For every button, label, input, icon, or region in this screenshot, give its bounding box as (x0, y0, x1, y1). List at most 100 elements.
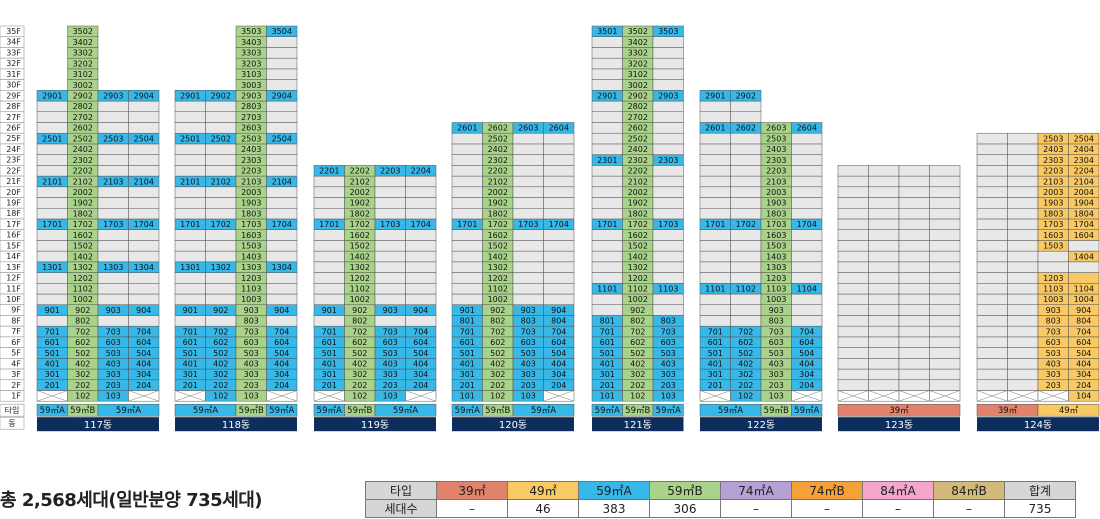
unit-cell (543, 143, 575, 155)
unit-cell (976, 207, 1008, 220)
unit-number: 603 (521, 338, 536, 347)
unit-cell (1007, 325, 1039, 338)
unit-number: 1203 (766, 274, 786, 283)
unit-cell (205, 240, 237, 252)
unit-cell (266, 79, 298, 91)
unit-cell (898, 218, 930, 230)
unit-number: 1303 (241, 263, 261, 272)
unit-number: 102 (630, 392, 645, 401)
unit-number: 2602 (736, 124, 756, 133)
unit-number: 803 (661, 317, 676, 326)
unit-cell (1007, 368, 1039, 381)
unit-number: 503 (661, 349, 676, 358)
unit-number: 504 (136, 349, 151, 358)
unit-cell (652, 68, 684, 80)
unit-number: 2903 (241, 92, 261, 101)
unit-cell (929, 229, 961, 241)
floor-label: 22F (6, 166, 21, 175)
unit-cell (266, 250, 298, 263)
unit-cell (868, 368, 900, 381)
floor-label: 3F (11, 370, 21, 379)
unit-number: 2402 (73, 145, 93, 154)
unit-cell (929, 368, 961, 381)
unit-cell (97, 100, 129, 113)
unit-cell (591, 240, 623, 252)
unit-cell (1007, 186, 1039, 198)
unit-number: 601 (45, 338, 60, 347)
summary-type-3: 59㎡B (649, 481, 721, 500)
unit-cell (205, 315, 237, 327)
floor-label: 11F (6, 284, 21, 293)
unit-number: 1402 (350, 252, 370, 261)
unit-number: 1702 (736, 220, 756, 229)
unit-number: 302 (630, 370, 645, 379)
unit-number: 201 (708, 381, 723, 390)
unit-number: 702 (213, 327, 228, 336)
unit-number: 1702 (211, 220, 231, 229)
unit-number: 301 (708, 370, 723, 379)
floor-label: 34F (6, 38, 21, 47)
pilotis-mark (898, 390, 930, 402)
unit-number: 2104 (1074, 177, 1094, 186)
unit-cell (929, 218, 961, 230)
building-floor-chart: 35F34F33F32F31F30F29F28F27F26F25F24F23F2… (0, 25, 1100, 432)
unit-cell (976, 154, 1008, 166)
unit-number: 202 (352, 381, 367, 390)
unit-cell (898, 368, 930, 381)
unit-number: 1602 (488, 231, 508, 240)
unit-number: 901 (322, 306, 337, 315)
unit-cell (591, 186, 623, 198)
unit-number: 2003 (241, 188, 261, 197)
unit-number: 2002 (350, 188, 370, 197)
unit-cell (591, 197, 623, 209)
unit-number: 203 (244, 381, 259, 390)
unit-number: 202 (738, 381, 753, 390)
unit-number: 1702 (628, 220, 648, 229)
unit-number: 602 (490, 338, 505, 347)
unit-cell (543, 175, 575, 188)
unit-number: 1602 (628, 231, 648, 240)
unit-cell (1007, 175, 1039, 188)
unit-number: 603 (769, 338, 784, 347)
unit-cell (1007, 315, 1039, 327)
unit-number: 303 (521, 370, 536, 379)
unit-cell (652, 47, 684, 59)
summary-count-row: 세대수 –46 383 306– – – –735 (365, 499, 1076, 518)
unit-cell (451, 186, 483, 198)
unit-number: 2901 (42, 92, 62, 101)
floor-label: 20F (6, 188, 21, 197)
unit-cell (205, 154, 237, 166)
unit-cell (313, 283, 345, 295)
unit-cell (652, 79, 684, 91)
unit-cell (313, 207, 345, 220)
unit-number: 203 (661, 381, 676, 390)
unit-number: 303 (244, 370, 259, 379)
unit-number: 2503 (766, 134, 786, 143)
unit-cell (652, 100, 684, 113)
unit-number: 501 (183, 349, 198, 358)
unit-number: 1703 (380, 220, 400, 229)
unit-number: 1503 (241, 242, 261, 251)
unit-cell (205, 143, 237, 155)
unit-cell (266, 240, 298, 252)
building-name: 117동 (84, 419, 112, 431)
unit-cell (128, 165, 160, 177)
unit-number: 1703 (103, 220, 123, 229)
unit-number: 501 (708, 349, 723, 358)
unit-cell (266, 197, 298, 209)
unit-number: 703 (244, 327, 259, 336)
unit-cell (791, 143, 823, 155)
unit-number: 2603 (766, 124, 786, 133)
unit-cell (1007, 379, 1039, 391)
unit-number: 604 (1076, 338, 1091, 347)
unit-cell (512, 293, 544, 305)
unit-number: 303 (106, 370, 121, 379)
unit-number: 2903 (103, 92, 123, 101)
unit-number: 104 (1076, 392, 1091, 401)
unit-cell (699, 304, 731, 316)
unit-number: 401 (460, 360, 475, 369)
unit-number: 3502 (73, 27, 93, 36)
type-summary-table: 타입 39㎡ 49㎡ 59㎡A 59㎡B 74㎡A 74㎡B 84㎡A 84㎡B 합계 세대수 … (365, 481, 1076, 518)
unit-cell (591, 68, 623, 80)
unit-number: 604 (136, 338, 151, 347)
